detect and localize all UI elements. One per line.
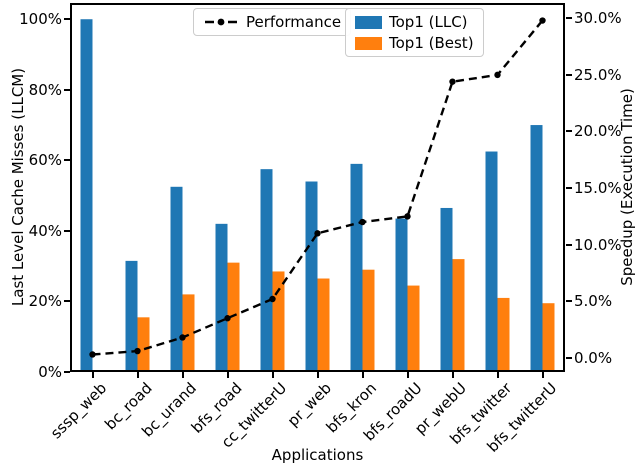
left-tick-label: 40% xyxy=(28,221,62,240)
performance-point xyxy=(269,295,276,303)
left-tick-label: 80% xyxy=(28,80,62,99)
x-tick-mark xyxy=(496,372,499,378)
performance-point xyxy=(134,347,141,355)
right-tick-mark xyxy=(566,73,572,76)
right-tick-label: 5.0% xyxy=(574,292,613,311)
performance-point xyxy=(89,351,96,358)
top1-llc-swatch-icon xyxy=(355,15,382,29)
x-tick-label: sssp_web xyxy=(46,379,111,443)
x-axis-title: Applications xyxy=(271,446,364,464)
left-tick-label: 60% xyxy=(28,151,62,170)
left-tick-label: 100% xyxy=(19,10,62,29)
legend-entry-top1-llc: Top1 (LLC) xyxy=(355,13,474,31)
bar-top1-best xyxy=(497,297,510,372)
x-tick-mark xyxy=(406,372,409,378)
right-tick-mark xyxy=(566,17,572,20)
right-tick-label: 30.0% xyxy=(574,9,622,28)
bar-top1-llc xyxy=(395,218,408,372)
left-tick-mark xyxy=(64,371,70,373)
left-tick-mark xyxy=(64,300,70,303)
x-tick-mark xyxy=(316,372,319,378)
bar-top1-best xyxy=(452,259,465,372)
x-tick-mark xyxy=(451,372,454,378)
x-tick-mark xyxy=(271,372,274,378)
top1-best-swatch-icon xyxy=(355,36,382,50)
dashed-line-marker-icon xyxy=(205,18,237,26)
right-tick-mark xyxy=(566,300,572,303)
left-axis-title: Last Level Cache Misses (LLCM) xyxy=(9,67,27,307)
legend-performance: Performance xyxy=(193,8,352,36)
bar-top1-llc xyxy=(530,125,543,372)
legend-top1-llc-label: Top1 (LLC) xyxy=(389,13,468,31)
right-tick-mark xyxy=(566,243,572,246)
bar-top1-best xyxy=(182,294,195,372)
chart-canvas xyxy=(70,3,565,372)
bar-top1-best xyxy=(227,262,240,372)
right-tick-label: 20.0% xyxy=(574,122,622,141)
bar-top1-llc xyxy=(305,181,318,372)
bar-top1-llc xyxy=(215,223,228,372)
right-tick-mark xyxy=(566,356,572,359)
performance-point xyxy=(314,230,321,237)
left-tick-mark xyxy=(64,18,70,21)
bar-top1-llc xyxy=(260,169,273,372)
bar-top1-llc xyxy=(170,186,183,372)
performance-point xyxy=(449,78,456,85)
x-tick-mark xyxy=(181,372,184,378)
bar-top1-llc xyxy=(485,151,498,372)
legend-top1-best-label: Top1 (Best) xyxy=(389,34,474,52)
right-tick-label: 25.0% xyxy=(574,65,622,84)
legend-entry-top1-best: Top1 (Best) xyxy=(355,34,474,52)
bar-top1-best xyxy=(272,271,285,372)
left-tick-mark xyxy=(64,159,70,162)
bar-top1-llc xyxy=(350,163,363,372)
right-tick-label: 10.0% xyxy=(574,235,622,254)
legend-series: Top1 (LLC) Top1 (Best) xyxy=(345,8,484,57)
plot-area xyxy=(70,3,565,372)
left-tick-mark xyxy=(64,88,70,91)
plot-border xyxy=(70,3,565,372)
x-tick-mark xyxy=(361,372,364,378)
bar-top1-llc xyxy=(440,207,453,372)
right-tick-mark xyxy=(566,130,572,133)
x-tick-mark xyxy=(91,372,94,378)
performance-point xyxy=(359,218,366,226)
right-tick-label: 0.0% xyxy=(574,348,613,367)
left-tick-label: 0% xyxy=(38,363,62,381)
bar-top1-llc xyxy=(125,260,138,372)
x-tick-mark xyxy=(541,372,544,378)
performance-point xyxy=(224,315,231,322)
left-tick-mark xyxy=(64,229,70,232)
bar-top1-best xyxy=(137,317,150,372)
right-tick-mark xyxy=(566,187,572,190)
bar-top1-best xyxy=(407,285,420,372)
right-tick-label: 15.0% xyxy=(574,179,622,198)
bar-top1-llc xyxy=(80,19,93,372)
performance-point xyxy=(539,17,546,24)
bar-top1-best xyxy=(362,269,375,372)
x-tick-mark xyxy=(136,372,139,378)
left-tick-label: 20% xyxy=(28,292,62,311)
performance-point xyxy=(494,71,501,79)
performance-point xyxy=(179,334,186,341)
performance-point xyxy=(404,213,411,220)
legend-performance-label: Performance xyxy=(246,13,342,31)
bar-top1-best xyxy=(542,303,555,372)
bar-top1-best xyxy=(317,278,330,372)
x-tick-mark xyxy=(226,372,229,378)
